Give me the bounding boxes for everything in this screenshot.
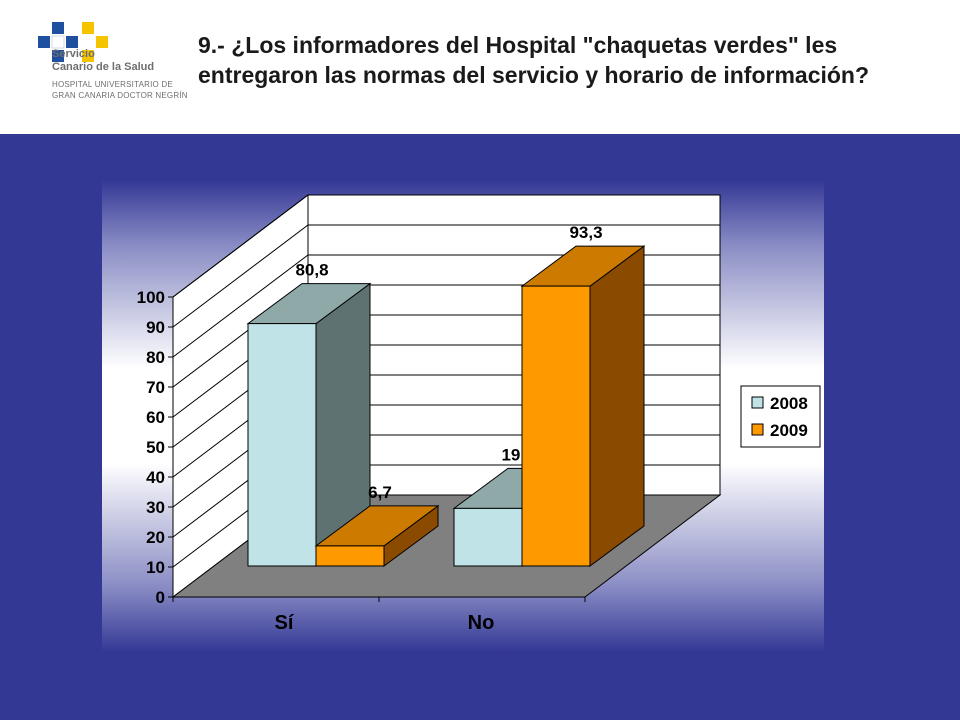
servicio-canario-salud-logo: [38, 22, 108, 62]
logo-text-servicio: Servicio: [52, 48, 95, 60]
logo-text-hospital: HOSPITAL UNIVERSITARIO DE: [52, 80, 173, 89]
logo-text-canario-salud: Canario de la Salud: [52, 61, 155, 73]
bar-2009-0: [315, 545, 385, 567]
legend-label-2008: 2008: [770, 394, 808, 413]
legend-swatch-2008: [751, 396, 764, 409]
y-tick-label: 40: [146, 468, 165, 487]
data-label: 80,8: [295, 261, 328, 280]
bar-2008-0: [247, 323, 317, 567]
y-tick-label: 20: [146, 528, 165, 547]
header: Servicio Canario de la Salud HOSPITAL UN…: [0, 0, 960, 134]
y-tick-label: 10: [146, 558, 165, 577]
y-tick-label: 60: [146, 408, 165, 427]
x-tick-label: Sí: [275, 612, 295, 634]
y-tick-label: 100: [137, 288, 165, 307]
legend-swatch-2009: [751, 423, 764, 436]
gridline: [172, 224, 720, 328]
y-tick-label: 30: [146, 498, 165, 517]
logo-text-gran-canaria: GRAN CANARIA DOCTOR NEGRÍN: [52, 91, 188, 100]
bar-2008-1: [453, 507, 523, 567]
y-tick-label: 80: [146, 348, 165, 367]
bar-2009-1: [521, 285, 591, 567]
data-label: 6,7: [368, 483, 392, 502]
y-tick-label: 50: [146, 438, 165, 457]
data-label: 93,3: [569, 223, 602, 242]
slide-title: 9.- ¿Los informadores del Hospital "chaq…: [198, 32, 870, 88]
legend-box: [740, 385, 821, 448]
y-tick-label: 70: [146, 378, 165, 397]
bar-side-2009-1: [589, 245, 645, 567]
y-tick-label: 90: [146, 318, 165, 337]
x-tick-label: No: [468, 612, 495, 634]
y-tick-label: 0: [156, 588, 165, 607]
legend-label-2009: 2009: [770, 421, 808, 440]
gridline: [172, 194, 720, 298]
